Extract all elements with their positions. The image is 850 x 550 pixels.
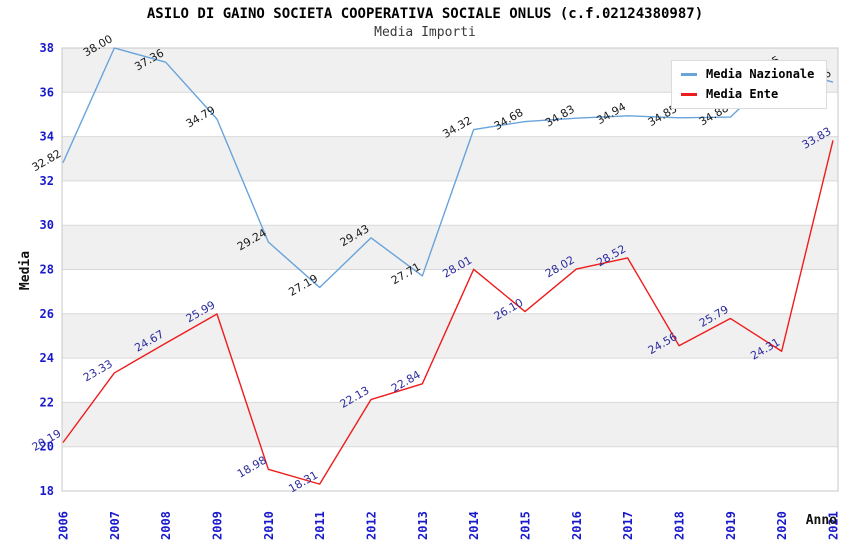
x-tick-label: 2014 xyxy=(467,511,481,540)
x-tick-label: 2013 xyxy=(416,511,430,540)
series-line-media-nazionale xyxy=(62,47,834,289)
chart-subtitle: Media Importi xyxy=(374,25,476,40)
legend-item-media-nazionale: Media Nazionale xyxy=(681,67,814,81)
plot-band xyxy=(62,225,838,270)
x-tick-label: 2021 xyxy=(827,511,841,540)
y-tick-label: 18 xyxy=(40,484,54,498)
y-tick-label: 38 xyxy=(40,41,54,55)
y-tick-label: 32 xyxy=(40,174,54,188)
series-line-media-ente xyxy=(62,140,834,485)
data-point-label: 34.94 xyxy=(594,100,628,127)
x-tick-label: 2016 xyxy=(570,511,584,540)
y-tick-label: 34 xyxy=(40,130,54,144)
data-point-label: 34.68 xyxy=(492,106,526,133)
x-tick-label: 2011 xyxy=(313,511,327,540)
data-point-label: 22.84 xyxy=(389,368,423,395)
y-axis-title: Media xyxy=(18,250,34,291)
x-tick-label: 2007 xyxy=(108,511,122,540)
x-tick-label: 2015 xyxy=(519,511,533,540)
data-point-label: 18.98 xyxy=(235,454,269,481)
data-point-label: 34.79 xyxy=(184,103,218,130)
y-tick-label: 22 xyxy=(40,395,54,409)
x-tick-label: 2008 xyxy=(159,511,173,540)
legend: Media Nazionale Media Ente xyxy=(671,60,828,109)
legend-item-media-ente: Media Ente xyxy=(681,87,814,101)
y-tick-label: 24 xyxy=(40,351,54,365)
y-tick-label: 30 xyxy=(40,218,54,232)
x-tick-label: 2018 xyxy=(673,511,687,540)
legend-swatch-blue-line-icon xyxy=(681,72,697,76)
x-tick-label: 2019 xyxy=(724,511,738,540)
plot-band xyxy=(62,136,838,181)
data-point-label: 34.83 xyxy=(543,103,577,130)
y-tick-label: 28 xyxy=(40,263,54,277)
plot-band xyxy=(62,402,838,447)
x-tick-label: 2020 xyxy=(775,511,789,540)
data-point-label: 27.19 xyxy=(286,272,320,299)
x-tick-label: 2006 xyxy=(57,511,71,540)
plot-border xyxy=(61,47,839,492)
chart-title: ASILO DI GAINO SOCIETA COOPERATIVA SOCIA… xyxy=(146,6,704,22)
y-tick-label: 20 xyxy=(40,440,54,454)
legend-swatch-red-line-icon xyxy=(681,92,697,96)
y-tick-label: 26 xyxy=(40,307,54,321)
x-tick-label: 2010 xyxy=(262,511,276,540)
x-tick-label: 2012 xyxy=(365,511,379,540)
x-tick-label: 2009 xyxy=(211,511,225,540)
legend-label-media-ente: Media Ente xyxy=(706,87,779,101)
x-tick-label: 2017 xyxy=(621,511,635,540)
data-point-label: 32.82 xyxy=(30,147,64,174)
x-axis-title: Anno xyxy=(805,513,837,528)
y-tick-label: 36 xyxy=(40,85,54,99)
legend-label-media-nazionale: Media Nazionale xyxy=(706,67,815,81)
